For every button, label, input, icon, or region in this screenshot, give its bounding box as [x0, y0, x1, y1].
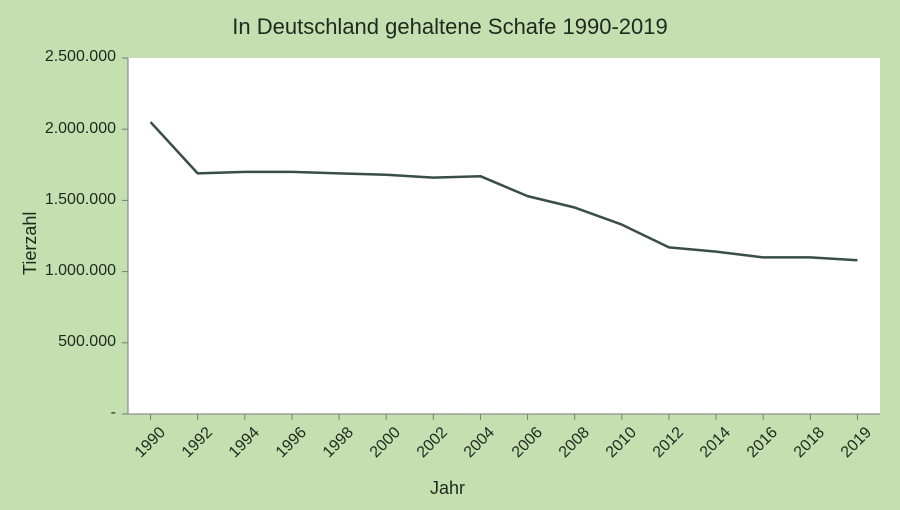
y-tick-label: 1.500.000	[0, 191, 116, 209]
y-tick-label: 1.000.000	[0, 262, 116, 280]
y-tick-label: -	[0, 404, 116, 422]
chart-frame: In Deutschland gehaltene Schafe 1990-201…	[0, 0, 900, 510]
y-tick-label: 2.500.000	[0, 48, 116, 66]
y-tick-label: 2.000.000	[0, 120, 116, 138]
y-tick-label: 500.000	[0, 333, 116, 351]
